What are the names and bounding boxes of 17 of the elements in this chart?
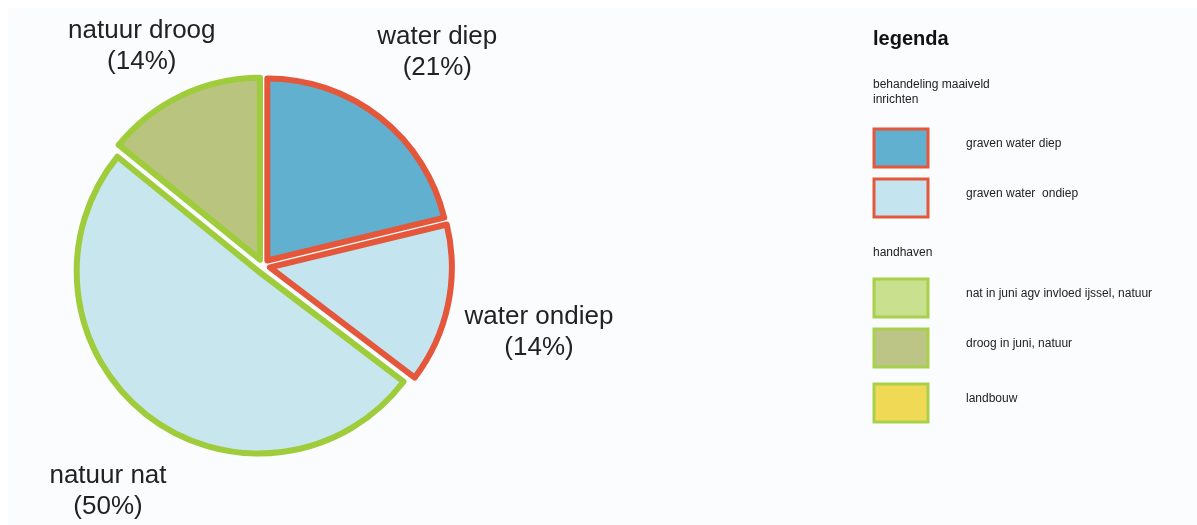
- legend-title: legenda: [873, 27, 950, 49]
- text: landbouw: [966, 391, 1018, 405]
- text: graven water diep: [966, 136, 1062, 150]
- slice-label: water ondiep: [463, 299, 614, 330]
- slice-label: natuur droog: [68, 14, 216, 44]
- text: graven water ondiep: [966, 186, 1079, 200]
- data-label: (14%): [107, 45, 177, 75]
- data-label: (50%): [73, 490, 143, 520]
- text: droog in juni, natuur: [966, 336, 1073, 350]
- data-label: (14%): [504, 330, 574, 361]
- text: nat in juni agv invloed ijssel, natuur: [966, 286, 1153, 300]
- slice-label: natuur nat: [49, 459, 168, 489]
- pie-slice: [115, 74, 263, 263]
- data-label: (21%): [402, 51, 472, 82]
- slice-label: water diep: [376, 20, 498, 51]
- text: handhaven: [873, 245, 933, 259]
- text: behandeling maaiveld inrichten: [873, 77, 990, 106]
